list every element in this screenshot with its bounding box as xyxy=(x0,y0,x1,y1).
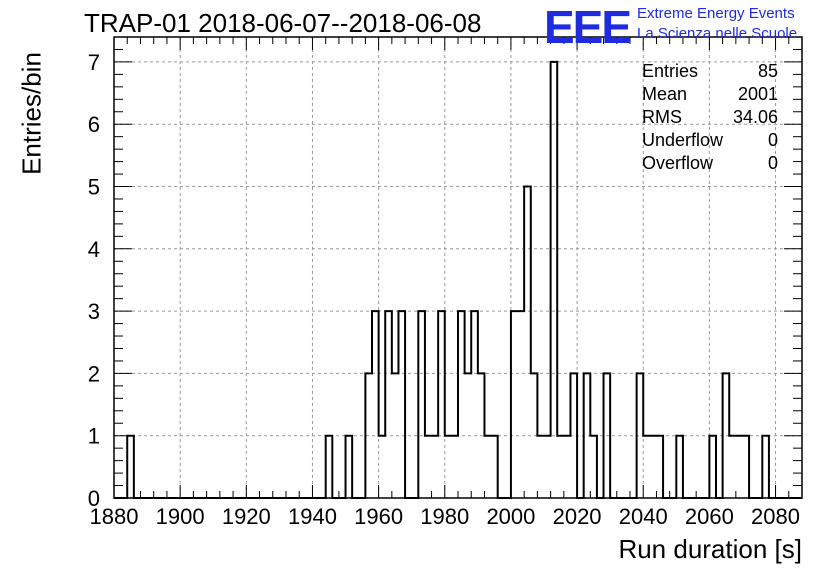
histogram-bin xyxy=(729,436,736,498)
histogram-bin xyxy=(570,373,577,498)
histogram-bin xyxy=(551,62,558,498)
y-tick-label: 5 xyxy=(88,175,100,200)
histogram-bin xyxy=(418,311,425,498)
y-tick-label: 0 xyxy=(88,486,100,511)
stat-value: 34.06 xyxy=(732,107,778,127)
histogram-bin xyxy=(736,436,743,498)
histogram-bin xyxy=(564,436,571,498)
y-tick-label: 2 xyxy=(88,361,100,386)
x-tick-label: 1880 xyxy=(90,504,139,529)
x-tick-label: 2080 xyxy=(751,504,800,529)
x-tick-label: 1980 xyxy=(420,504,469,529)
histogram-bin xyxy=(127,436,134,498)
logo-caption-line2: La Scienza nelle Scuole xyxy=(637,25,798,42)
histogram-bin xyxy=(650,436,657,498)
histogram-bin xyxy=(537,436,544,498)
histogram-bin xyxy=(723,373,730,498)
histogram-bin xyxy=(531,373,538,498)
histogram-bin xyxy=(742,436,749,498)
stat-row-rms: RMS 34.06 xyxy=(642,106,778,129)
histogram-bin xyxy=(762,436,769,498)
histogram-bin xyxy=(544,436,551,498)
y-tick-label: 6 xyxy=(88,112,100,137)
stat-value: 0 xyxy=(767,153,778,173)
x-tick-label: 2020 xyxy=(553,504,602,529)
histogram-bin xyxy=(584,373,591,498)
histogram-bin xyxy=(379,436,386,498)
stat-row-overflow: Overflow 0 xyxy=(642,152,778,175)
stats-box: Entries 85 Mean 2001 RMS 34.06 Underflow… xyxy=(642,60,778,175)
plot-frame xyxy=(113,36,803,499)
logo-caption: Extreme Energy Events La Scienza nelle S… xyxy=(637,4,797,44)
stat-value: 85 xyxy=(757,61,778,81)
histogram-bin xyxy=(590,436,597,498)
histogram-bin xyxy=(372,311,379,498)
stat-row-underflow: Underflow 0 xyxy=(642,129,778,152)
y-tick-label: 4 xyxy=(88,237,100,262)
histogram-bin xyxy=(458,311,465,498)
x-tick-label: 2000 xyxy=(486,504,535,529)
histogram-bin xyxy=(484,436,491,498)
histogram-bin xyxy=(604,373,611,498)
histogram-bin xyxy=(471,311,478,498)
x-tick-label: 1920 xyxy=(222,504,271,529)
histogram-bin xyxy=(326,436,333,498)
x-axis-label: Run duration [s] xyxy=(618,534,802,564)
histogram-bin xyxy=(365,373,372,498)
x-tick-label: 1960 xyxy=(354,504,403,529)
histogram-bin xyxy=(398,311,405,498)
histogram-bin xyxy=(346,436,353,498)
histogram-bin xyxy=(643,436,650,498)
stat-row-mean: Mean 2001 xyxy=(642,83,778,106)
histogram-bin xyxy=(637,373,644,498)
stat-label: Underflow xyxy=(642,130,724,150)
y-tick-label: 3 xyxy=(88,299,100,324)
histogram-bin xyxy=(425,436,432,498)
eee-logo: EEE xyxy=(544,1,632,53)
histogram-bin xyxy=(511,311,518,498)
stat-label: Mean xyxy=(642,84,688,104)
stat-row-entries: Entries 85 xyxy=(642,60,778,83)
chart-title: TRAP-01 2018-06-07--2018-06-08 xyxy=(84,8,482,38)
x-tick-label: 1900 xyxy=(156,504,205,529)
histogram-bin xyxy=(676,436,683,498)
y-tick-label: 1 xyxy=(88,424,100,449)
histogram-bin xyxy=(445,436,452,498)
histogram-bin xyxy=(709,436,716,498)
stat-label: Entries xyxy=(642,61,699,81)
histogram-bin xyxy=(385,311,392,498)
stat-value: 0 xyxy=(767,130,778,150)
stat-label: Overflow xyxy=(642,153,714,173)
histogram-bin xyxy=(478,373,485,498)
histogram-bin xyxy=(438,311,445,498)
histogram-bin xyxy=(465,373,472,498)
logo-caption-line1: Extreme Energy Events xyxy=(637,5,795,22)
x-tick-label: 2060 xyxy=(685,504,734,529)
histogram-bin xyxy=(392,373,399,498)
x-tick-label: 2040 xyxy=(619,504,668,529)
x-tick-label: 1940 xyxy=(288,504,337,529)
stat-value: 2001 xyxy=(737,84,778,104)
histogram-bin xyxy=(656,436,663,498)
stat-label: RMS xyxy=(642,107,682,127)
histogram-bin xyxy=(451,436,458,498)
histogram-bin xyxy=(557,436,564,498)
histogram-bin xyxy=(518,311,525,498)
y-axis-label: Entries/bin xyxy=(16,52,47,175)
histogram-bin xyxy=(524,187,531,498)
y-tick-label: 7 xyxy=(88,50,100,75)
histogram-bin xyxy=(491,436,498,498)
histogram-bin xyxy=(432,436,439,498)
